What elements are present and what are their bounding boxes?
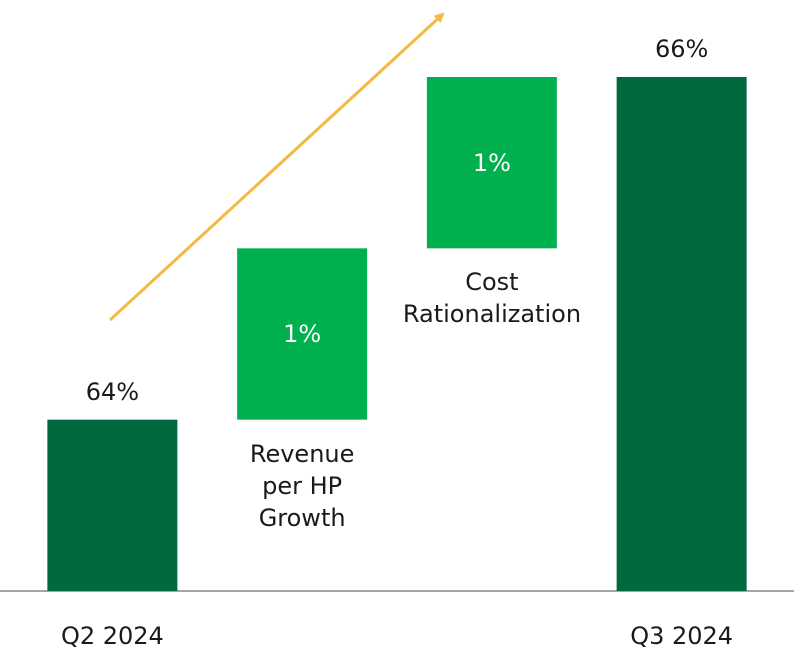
value-label: 66% [654, 35, 709, 63]
step-bar [237, 248, 368, 420]
x-tick-label: Q2 2024 [60, 622, 164, 650]
category-label: Revenue per HP Growth [249, 439, 355, 532]
value-label: 1% [283, 320, 322, 348]
total-bar [616, 77, 747, 591]
value-label: 64% [85, 377, 140, 406]
value-label: 1% [472, 148, 511, 177]
step-bar [426, 77, 557, 249]
trend-arrow [108, 12, 445, 322]
category-label: Cost Rationalization [402, 268, 582, 329]
total-bar [47, 419, 178, 591]
x-tick-label: Q3 2024 [630, 622, 734, 650]
